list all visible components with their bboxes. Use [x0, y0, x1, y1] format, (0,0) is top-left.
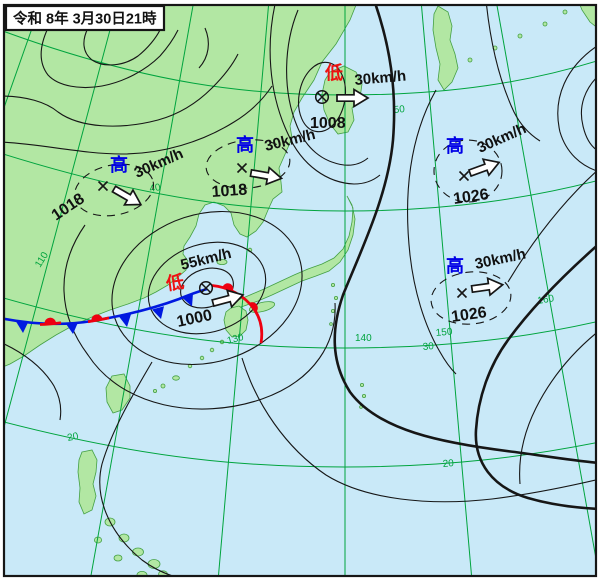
lon-label-140: 140: [355, 333, 372, 344]
lon-label-160: 160: [537, 293, 556, 307]
lon-label-150: 150: [435, 327, 453, 339]
meridian-120e: [90, 5, 194, 576]
pressure-value: 1008: [310, 115, 346, 132]
speed-label: 30km/h: [354, 68, 407, 89]
meridian-110e: [4, 5, 118, 429]
cold-triangle: [152, 306, 164, 319]
meridian-150e: [420, 5, 473, 576]
title-box: 令和 8年 3月30日21時: [4, 4, 166, 32]
high-kanji-label: 高: [110, 154, 128, 175]
lat-label-30: 30: [422, 341, 434, 353]
meridian-160e: [496, 5, 596, 562]
lat-label-20-east: 20: [442, 458, 454, 470]
dashed-isobar-high-pacific-north: [433, 139, 503, 203]
lat-label-40: 40: [149, 182, 162, 195]
warm-semicircle: [222, 283, 234, 291]
bold-isobar-east: [474, 244, 596, 511]
cold-triangle: [182, 293, 193, 307]
stationary-front-red-segment-1: [39, 321, 62, 326]
low-kanji-label: 低: [164, 271, 186, 294]
lat-label-20-west: 20: [66, 431, 80, 444]
warm-semicircle: [248, 302, 258, 313]
system-low-okhotsk: 低 30km/h 1008: [310, 62, 407, 132]
map-frame: [2, 3, 598, 578]
high-kanji-label: 高: [446, 135, 464, 156]
high-kanji-label: 高: [446, 255, 464, 276]
parallel-30n: [4, 297, 596, 349]
pressure-value: 1026: [450, 304, 488, 326]
warm-semicircle: [44, 317, 56, 324]
stationary-front-red-segment-2: [87, 316, 110, 324]
cold-triangle: [16, 321, 28, 333]
dashed-isobar-high-pacific-south: [430, 271, 512, 325]
fronts: [4, 283, 264, 344]
parallel-40n: [4, 153, 596, 212]
warm-semicircle: [91, 314, 103, 322]
cold-triangle: [66, 322, 78, 334]
low-kanji-label: 低: [324, 62, 343, 83]
lon-label-130: 130: [226, 332, 245, 347]
dashed-isobar-high-ne-china: [205, 139, 291, 189]
meridian-130e: [217, 5, 270, 576]
bold-isobar-west: [333, 5, 596, 464]
pressure-value: 1018: [211, 182, 248, 201]
luzon-island: [77, 449, 98, 515]
title-box-border: [4, 4, 166, 32]
chart-date-title: 令和 8年 3月30日21時: [13, 10, 157, 28]
sakhalin-island: [432, 5, 459, 91]
cold-triangle: [119, 314, 131, 327]
high-kanji-label: 高: [236, 134, 254, 155]
pressure-value: 1026: [452, 186, 490, 208]
asian-continent: [4, 5, 357, 367]
dashed-isobar-high-central-china: [73, 163, 155, 217]
lat-label-50: 50: [393, 104, 405, 116]
